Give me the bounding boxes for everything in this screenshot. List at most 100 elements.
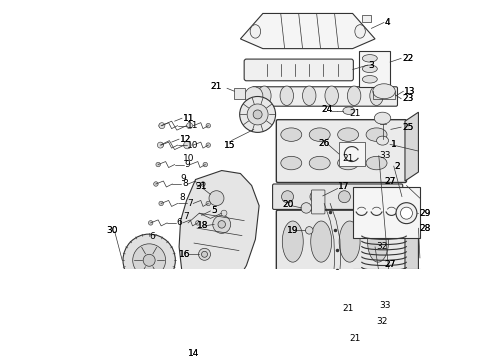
Text: 13: 13 <box>404 87 416 96</box>
Ellipse shape <box>362 65 377 73</box>
Text: 2: 2 <box>394 162 400 171</box>
Text: 32: 32 <box>376 317 387 326</box>
Text: 24: 24 <box>321 105 332 114</box>
Text: 15: 15 <box>224 141 236 150</box>
Circle shape <box>148 221 153 225</box>
Ellipse shape <box>302 86 316 105</box>
Text: 17: 17 <box>339 183 350 192</box>
Ellipse shape <box>309 156 330 170</box>
Circle shape <box>213 215 231 233</box>
Ellipse shape <box>280 86 294 105</box>
Text: 6: 6 <box>177 219 183 228</box>
FancyBboxPatch shape <box>252 87 397 106</box>
Circle shape <box>159 123 165 129</box>
Ellipse shape <box>362 55 377 62</box>
Text: 3: 3 <box>368 60 374 69</box>
Text: 4: 4 <box>385 18 391 27</box>
Text: 24: 24 <box>321 105 332 114</box>
Bar <box>362 15 370 22</box>
Circle shape <box>206 201 211 206</box>
Circle shape <box>196 221 200 225</box>
Text: 10: 10 <box>187 141 199 150</box>
Text: 33: 33 <box>380 301 391 310</box>
Ellipse shape <box>338 128 359 141</box>
Text: 11: 11 <box>187 121 199 130</box>
Circle shape <box>221 210 227 216</box>
Circle shape <box>247 104 268 125</box>
Polygon shape <box>405 203 418 294</box>
Text: 16: 16 <box>179 250 191 259</box>
Circle shape <box>367 191 379 203</box>
Circle shape <box>218 221 225 228</box>
Text: 3: 3 <box>368 60 374 69</box>
Text: 29: 29 <box>419 209 431 218</box>
Ellipse shape <box>301 203 312 213</box>
Text: 23: 23 <box>402 94 414 103</box>
Polygon shape <box>241 13 375 49</box>
Text: 20: 20 <box>282 201 294 210</box>
Ellipse shape <box>325 86 339 105</box>
Bar <box>359 51 390 87</box>
Circle shape <box>240 96 275 132</box>
Text: 2: 2 <box>394 162 400 171</box>
Circle shape <box>206 143 211 147</box>
FancyBboxPatch shape <box>272 184 403 210</box>
Text: 14: 14 <box>188 348 199 357</box>
Text: 25: 25 <box>402 123 414 132</box>
Text: 25: 25 <box>402 123 414 132</box>
Circle shape <box>203 162 207 167</box>
Text: 21: 21 <box>342 154 353 163</box>
Text: 6: 6 <box>149 232 155 241</box>
Circle shape <box>253 110 262 119</box>
Circle shape <box>245 87 263 105</box>
Circle shape <box>159 143 163 147</box>
Text: 28: 28 <box>419 224 431 233</box>
Ellipse shape <box>281 128 302 141</box>
Text: 19: 19 <box>287 226 298 235</box>
Ellipse shape <box>373 84 395 99</box>
Ellipse shape <box>374 112 391 124</box>
Text: 30: 30 <box>106 226 117 235</box>
Circle shape <box>282 191 294 203</box>
Bar <box>353 269 420 312</box>
Text: 27: 27 <box>384 176 395 185</box>
Circle shape <box>201 182 205 186</box>
Circle shape <box>184 141 191 149</box>
Circle shape <box>396 203 417 224</box>
Ellipse shape <box>309 128 330 141</box>
Text: 22: 22 <box>402 54 413 63</box>
Text: 9: 9 <box>184 160 190 169</box>
Circle shape <box>159 201 163 206</box>
Circle shape <box>187 123 193 129</box>
Text: 27: 27 <box>384 260 395 269</box>
Circle shape <box>339 191 350 203</box>
Circle shape <box>123 234 175 287</box>
Text: 27: 27 <box>384 176 395 185</box>
Ellipse shape <box>339 221 360 262</box>
Text: 11: 11 <box>183 114 195 123</box>
Text: 21: 21 <box>350 334 361 343</box>
Ellipse shape <box>187 321 201 334</box>
Ellipse shape <box>355 25 366 38</box>
FancyBboxPatch shape <box>276 120 407 183</box>
Text: 10: 10 <box>183 154 195 163</box>
Text: 28: 28 <box>419 224 431 233</box>
Text: 27: 27 <box>384 260 395 269</box>
Ellipse shape <box>376 136 389 145</box>
Ellipse shape <box>198 248 211 260</box>
Ellipse shape <box>366 128 387 141</box>
Circle shape <box>209 191 224 206</box>
Bar <box>353 187 420 238</box>
Ellipse shape <box>366 156 387 170</box>
Text: 1: 1 <box>391 140 396 149</box>
Text: 1: 1 <box>391 140 396 149</box>
Text: 13: 13 <box>404 87 416 96</box>
Text: 21: 21 <box>342 303 353 312</box>
Text: 12: 12 <box>180 135 191 144</box>
Text: 23: 23 <box>402 94 414 103</box>
Bar <box>339 142 366 166</box>
Text: 7: 7 <box>183 212 189 221</box>
Ellipse shape <box>338 156 359 170</box>
Text: 31: 31 <box>196 183 207 192</box>
FancyBboxPatch shape <box>276 210 407 296</box>
